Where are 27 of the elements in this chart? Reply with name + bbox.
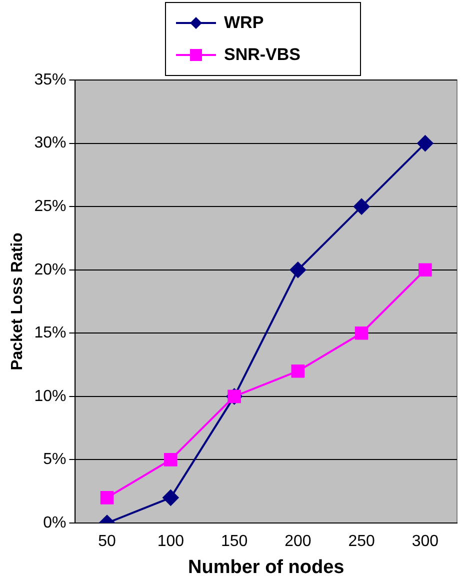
legend-label: SNR-VBS [224, 45, 301, 65]
x-tick-label: 50 [98, 533, 116, 550]
point [354, 198, 370, 215]
point [164, 453, 178, 466]
y-tick-label: 5% [43, 451, 66, 468]
x-tick-label: 100 [157, 533, 184, 550]
x-tick-label: 250 [348, 533, 375, 550]
y-tick-label: 30% [34, 134, 66, 152]
y-tick-label: 35% [34, 71, 66, 88]
x-tick-label: 150 [220, 533, 248, 550]
y-tick-label: 0% [43, 514, 66, 532]
legend-label: WRP [224, 13, 264, 33]
y-tick-label: 20% [34, 261, 66, 278]
point [291, 364, 305, 378]
point [290, 262, 306, 278]
y-tick-label: 10% [34, 388, 66, 405]
x-tick-label: 200 [284, 533, 312, 550]
point [354, 326, 368, 340]
x-axis-title: Number of nodes [188, 556, 344, 578]
point [162, 490, 179, 506]
point [417, 135, 434, 152]
point [100, 491, 114, 504]
y-tick-label: 25% [34, 198, 66, 215]
x-tick-label: 300 [412, 533, 439, 550]
y-tick-label: 15% [34, 324, 66, 342]
y-axis-title: Packet Loss Ratio [9, 232, 26, 370]
point [418, 263, 432, 277]
